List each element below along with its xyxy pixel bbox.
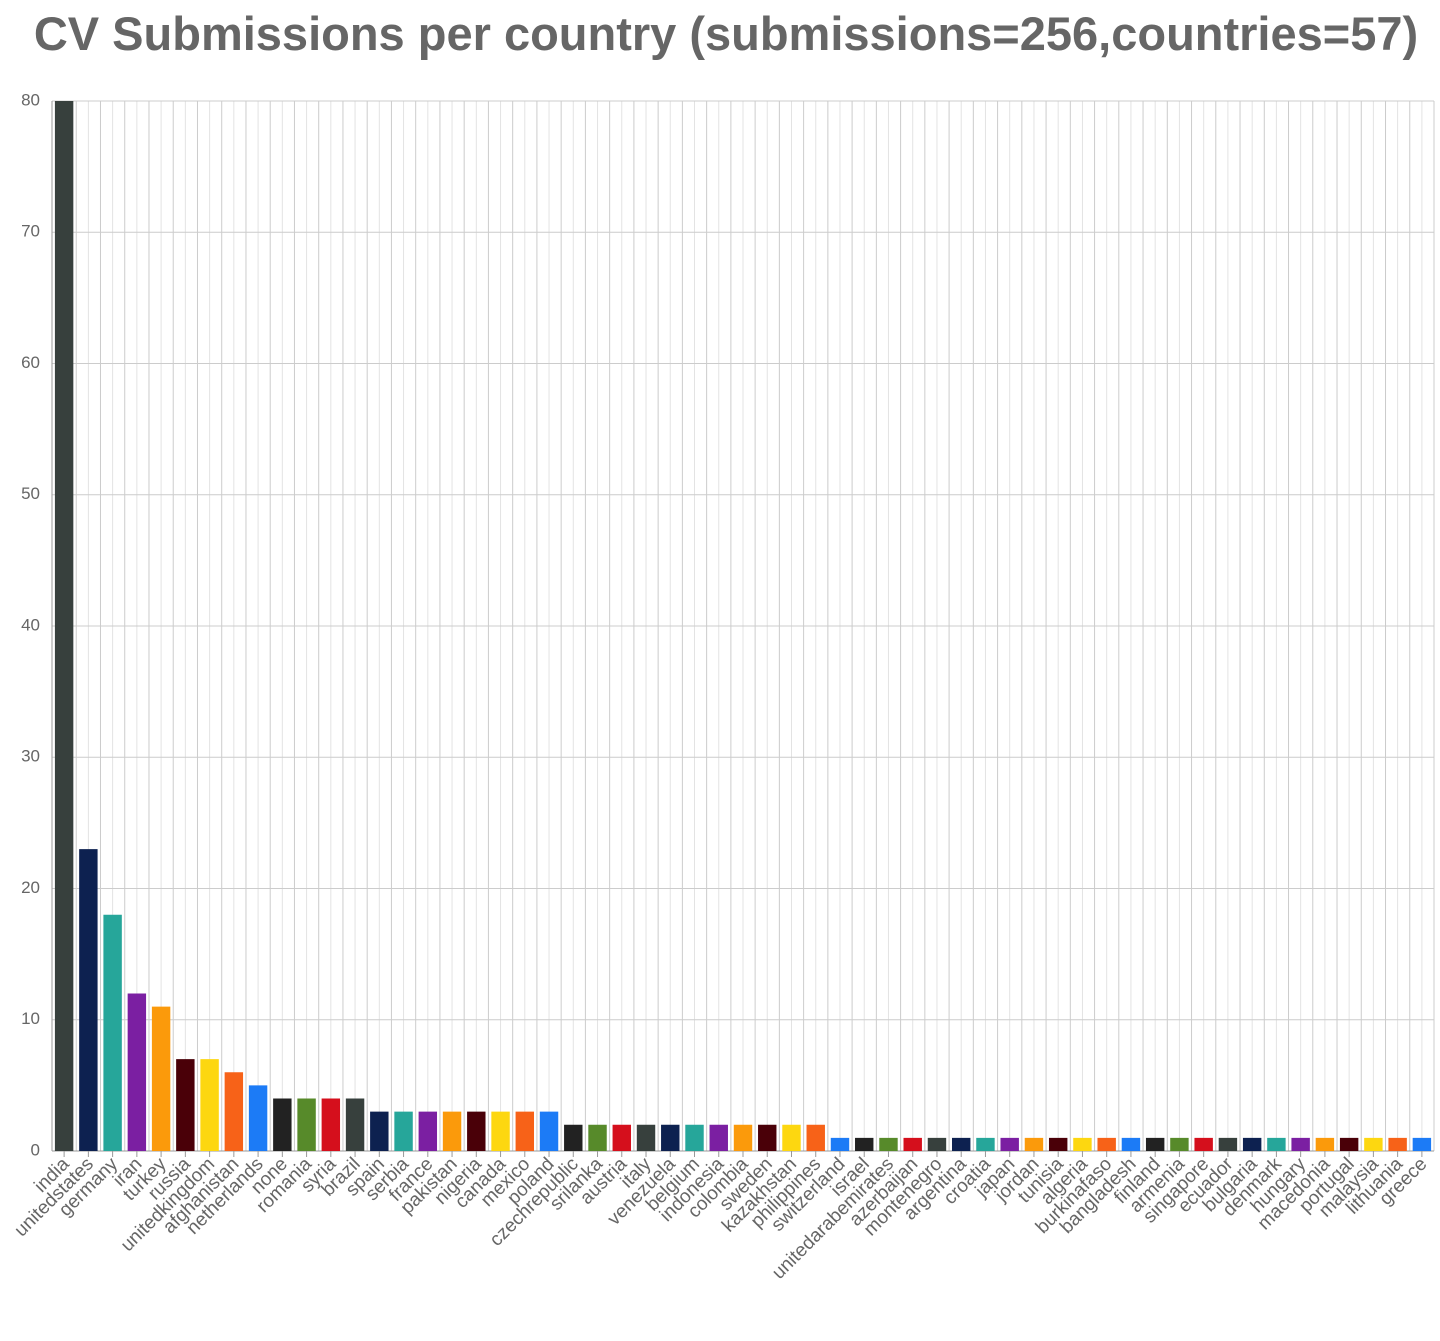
bar [345, 1098, 365, 1151]
bar [1024, 1137, 1044, 1151]
bar [297, 1098, 316, 1151]
bar [1194, 1137, 1213, 1151]
bar [976, 1137, 995, 1151]
y-tick-label: 50 [21, 484, 40, 503]
y-tick-label: 10 [21, 1009, 40, 1028]
bar [418, 1111, 438, 1151]
bar [200, 1059, 219, 1151]
bar [1097, 1137, 1116, 1151]
bar [1218, 1137, 1238, 1151]
bar [1121, 1137, 1141, 1151]
bar [588, 1124, 607, 1151]
bar [1267, 1137, 1286, 1151]
bar [830, 1137, 850, 1151]
bar [1315, 1137, 1335, 1151]
y-tick-label: 80 [21, 90, 40, 109]
y-tick-label: 20 [21, 878, 40, 897]
y-tick-label: 70 [21, 222, 40, 241]
bar [176, 1059, 195, 1151]
bar [1170, 1137, 1189, 1151]
bar [1388, 1137, 1407, 1151]
bar [636, 1124, 656, 1151]
bar [661, 1124, 680, 1151]
bar [1048, 1137, 1068, 1151]
bar [1412, 1137, 1432, 1151]
bar [224, 1072, 244, 1151]
bar [564, 1124, 583, 1151]
bar [709, 1124, 728, 1151]
bar [54, 101, 74, 1151]
bar [927, 1137, 947, 1151]
bar [127, 993, 147, 1151]
bar [248, 1085, 268, 1151]
y-tick-label: 40 [21, 615, 40, 634]
bar [685, 1124, 704, 1151]
bar [733, 1124, 753, 1151]
bar [442, 1111, 462, 1151]
bar [467, 1111, 486, 1151]
y-tick-label: 60 [21, 353, 40, 372]
bar [394, 1111, 413, 1151]
bar [612, 1124, 631, 1151]
bar [491, 1111, 510, 1151]
bar [321, 1098, 341, 1151]
bar [370, 1111, 389, 1151]
chart-title: CV Submissions per country (submissions=… [34, 7, 1418, 60]
bar [1073, 1137, 1092, 1151]
bar [758, 1124, 777, 1151]
bar [539, 1111, 559, 1151]
bar [273, 1098, 292, 1151]
y-tick-label: 0 [31, 1140, 40, 1159]
bar [903, 1137, 922, 1151]
bar [782, 1124, 801, 1151]
bar [879, 1137, 898, 1151]
bar [1339, 1137, 1359, 1151]
bar [151, 1006, 171, 1151]
bar [951, 1137, 971, 1151]
bar [515, 1111, 535, 1151]
bar [1364, 1137, 1383, 1151]
bar [1145, 1137, 1165, 1151]
bar [1000, 1137, 1019, 1151]
bar [806, 1124, 825, 1151]
bar [1291, 1137, 1310, 1151]
bar [855, 1137, 874, 1151]
bar [103, 914, 122, 1151]
y-tick-label: 30 [21, 747, 40, 766]
bar [1242, 1137, 1262, 1151]
bar [79, 849, 98, 1151]
